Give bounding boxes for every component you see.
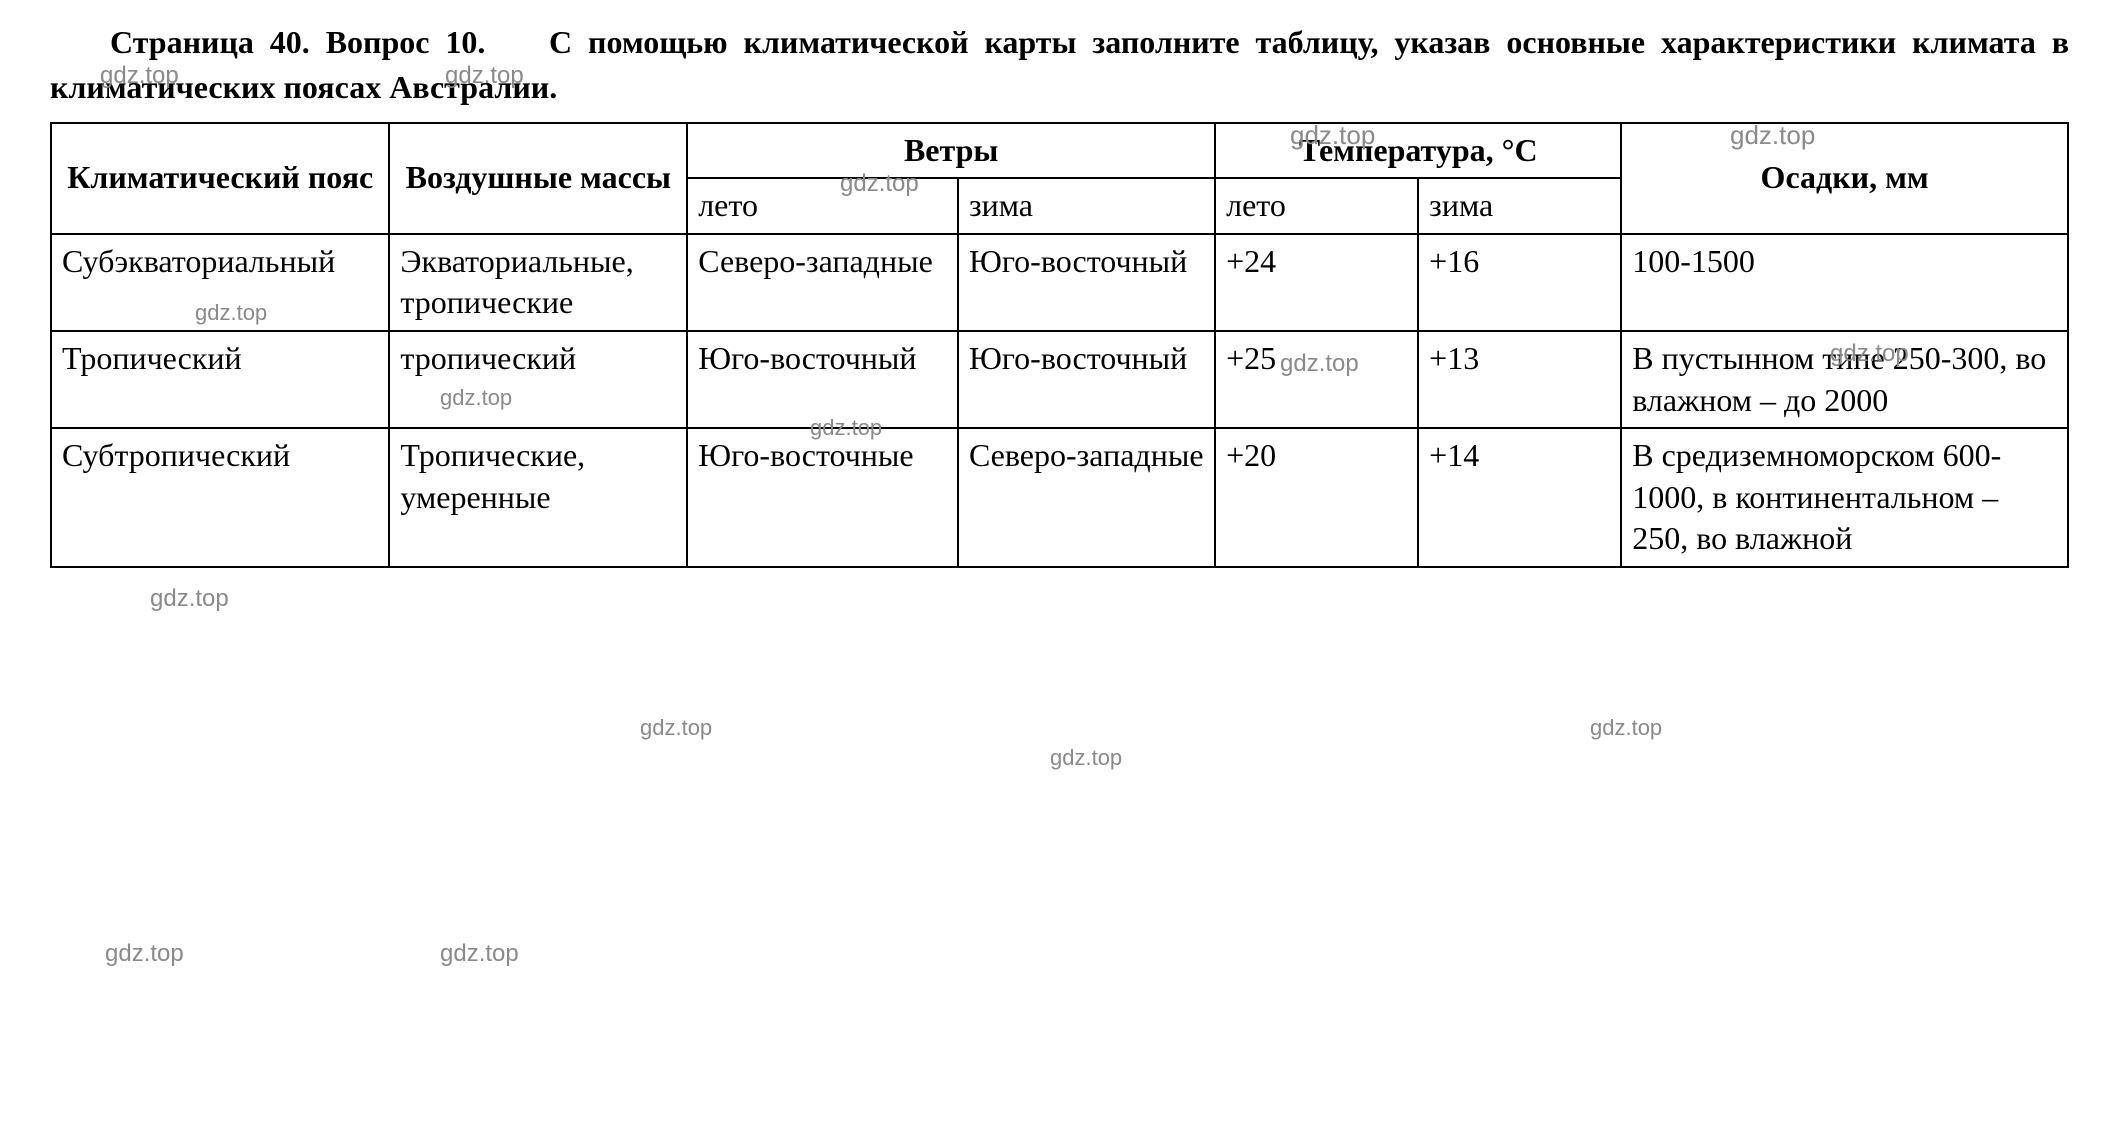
watermark-text: gdz.top [150,585,229,613]
watermark-text: gdz.top [640,715,712,741]
header-temperature: Температура, °C [1215,123,1621,179]
cell-belt: Тропический [51,331,389,428]
cell-temp-winter: +16 [1418,234,1621,331]
header-row-1: Климатический пояс Воздушные массы Ветры… [51,123,2068,179]
cell-temp-winter: +14 [1418,428,1621,567]
watermark-text: gdz.top [440,940,519,968]
cell-precip: 100-1500 [1621,234,2068,331]
cell-belt: Субтропический [51,428,389,567]
header-precipitation: Осадки, мм [1621,123,2068,234]
cell-wind-summer: Северо-западные [687,234,958,331]
header-temp-winter: зима [1418,178,1621,234]
header-winds: Ветры [687,123,1215,179]
header-air-masses: Воздушные массы [389,123,687,234]
table-row: Тропический тропический Юго-восточный Юг… [51,331,2068,428]
cell-precip: В пустынном типе 250-300, во влажном – д… [1621,331,2068,428]
watermark-text: gdz.top [1050,745,1122,771]
cell-belt: Субэкваториальный [51,234,389,331]
cell-air-masses: Экваториальные, тропические [389,234,687,331]
table-row: Субэкваториальный Экваториальные, тропич… [51,234,2068,331]
cell-air-masses: Тропические, умеренные [389,428,687,567]
cell-temp-summer: +25 [1215,331,1418,428]
cell-wind-summer: Юго-восточные [687,428,958,567]
header-belt: Климатический пояс [51,123,389,234]
cell-wind-winter: Северо-западные [958,428,1215,567]
page-label: Страница 40. Вопрос 10. [110,24,485,60]
header-winds-winter: зима [958,178,1215,234]
cell-temp-summer: +24 [1215,234,1418,331]
cell-wind-summer: Юго-восточный [687,331,958,428]
header-temp-summer: лето [1215,178,1418,234]
document-container: Страница 40. Вопрос 10. С помощью климат… [50,20,2069,568]
table-row: Субтропический Тропические, умеренные Юг… [51,428,2068,567]
climate-table: Климатический пояс Воздушные массы Ветры… [50,122,2069,568]
watermark-text: gdz.top [1590,715,1662,741]
cell-wind-winter: Юго-восточный [958,331,1215,428]
question-heading: Страница 40. Вопрос 10. С помощью климат… [50,20,2069,110]
cell-air-masses: тропический [389,331,687,428]
cell-temp-winter: +13 [1418,331,1621,428]
cell-wind-winter: Юго-восточный [958,234,1215,331]
header-winds-summer: лето [687,178,958,234]
cell-precip: В средиземноморском 600-1000, в континен… [1621,428,2068,567]
cell-temp-summer: +20 [1215,428,1418,567]
watermark-text: gdz.top [105,940,184,968]
